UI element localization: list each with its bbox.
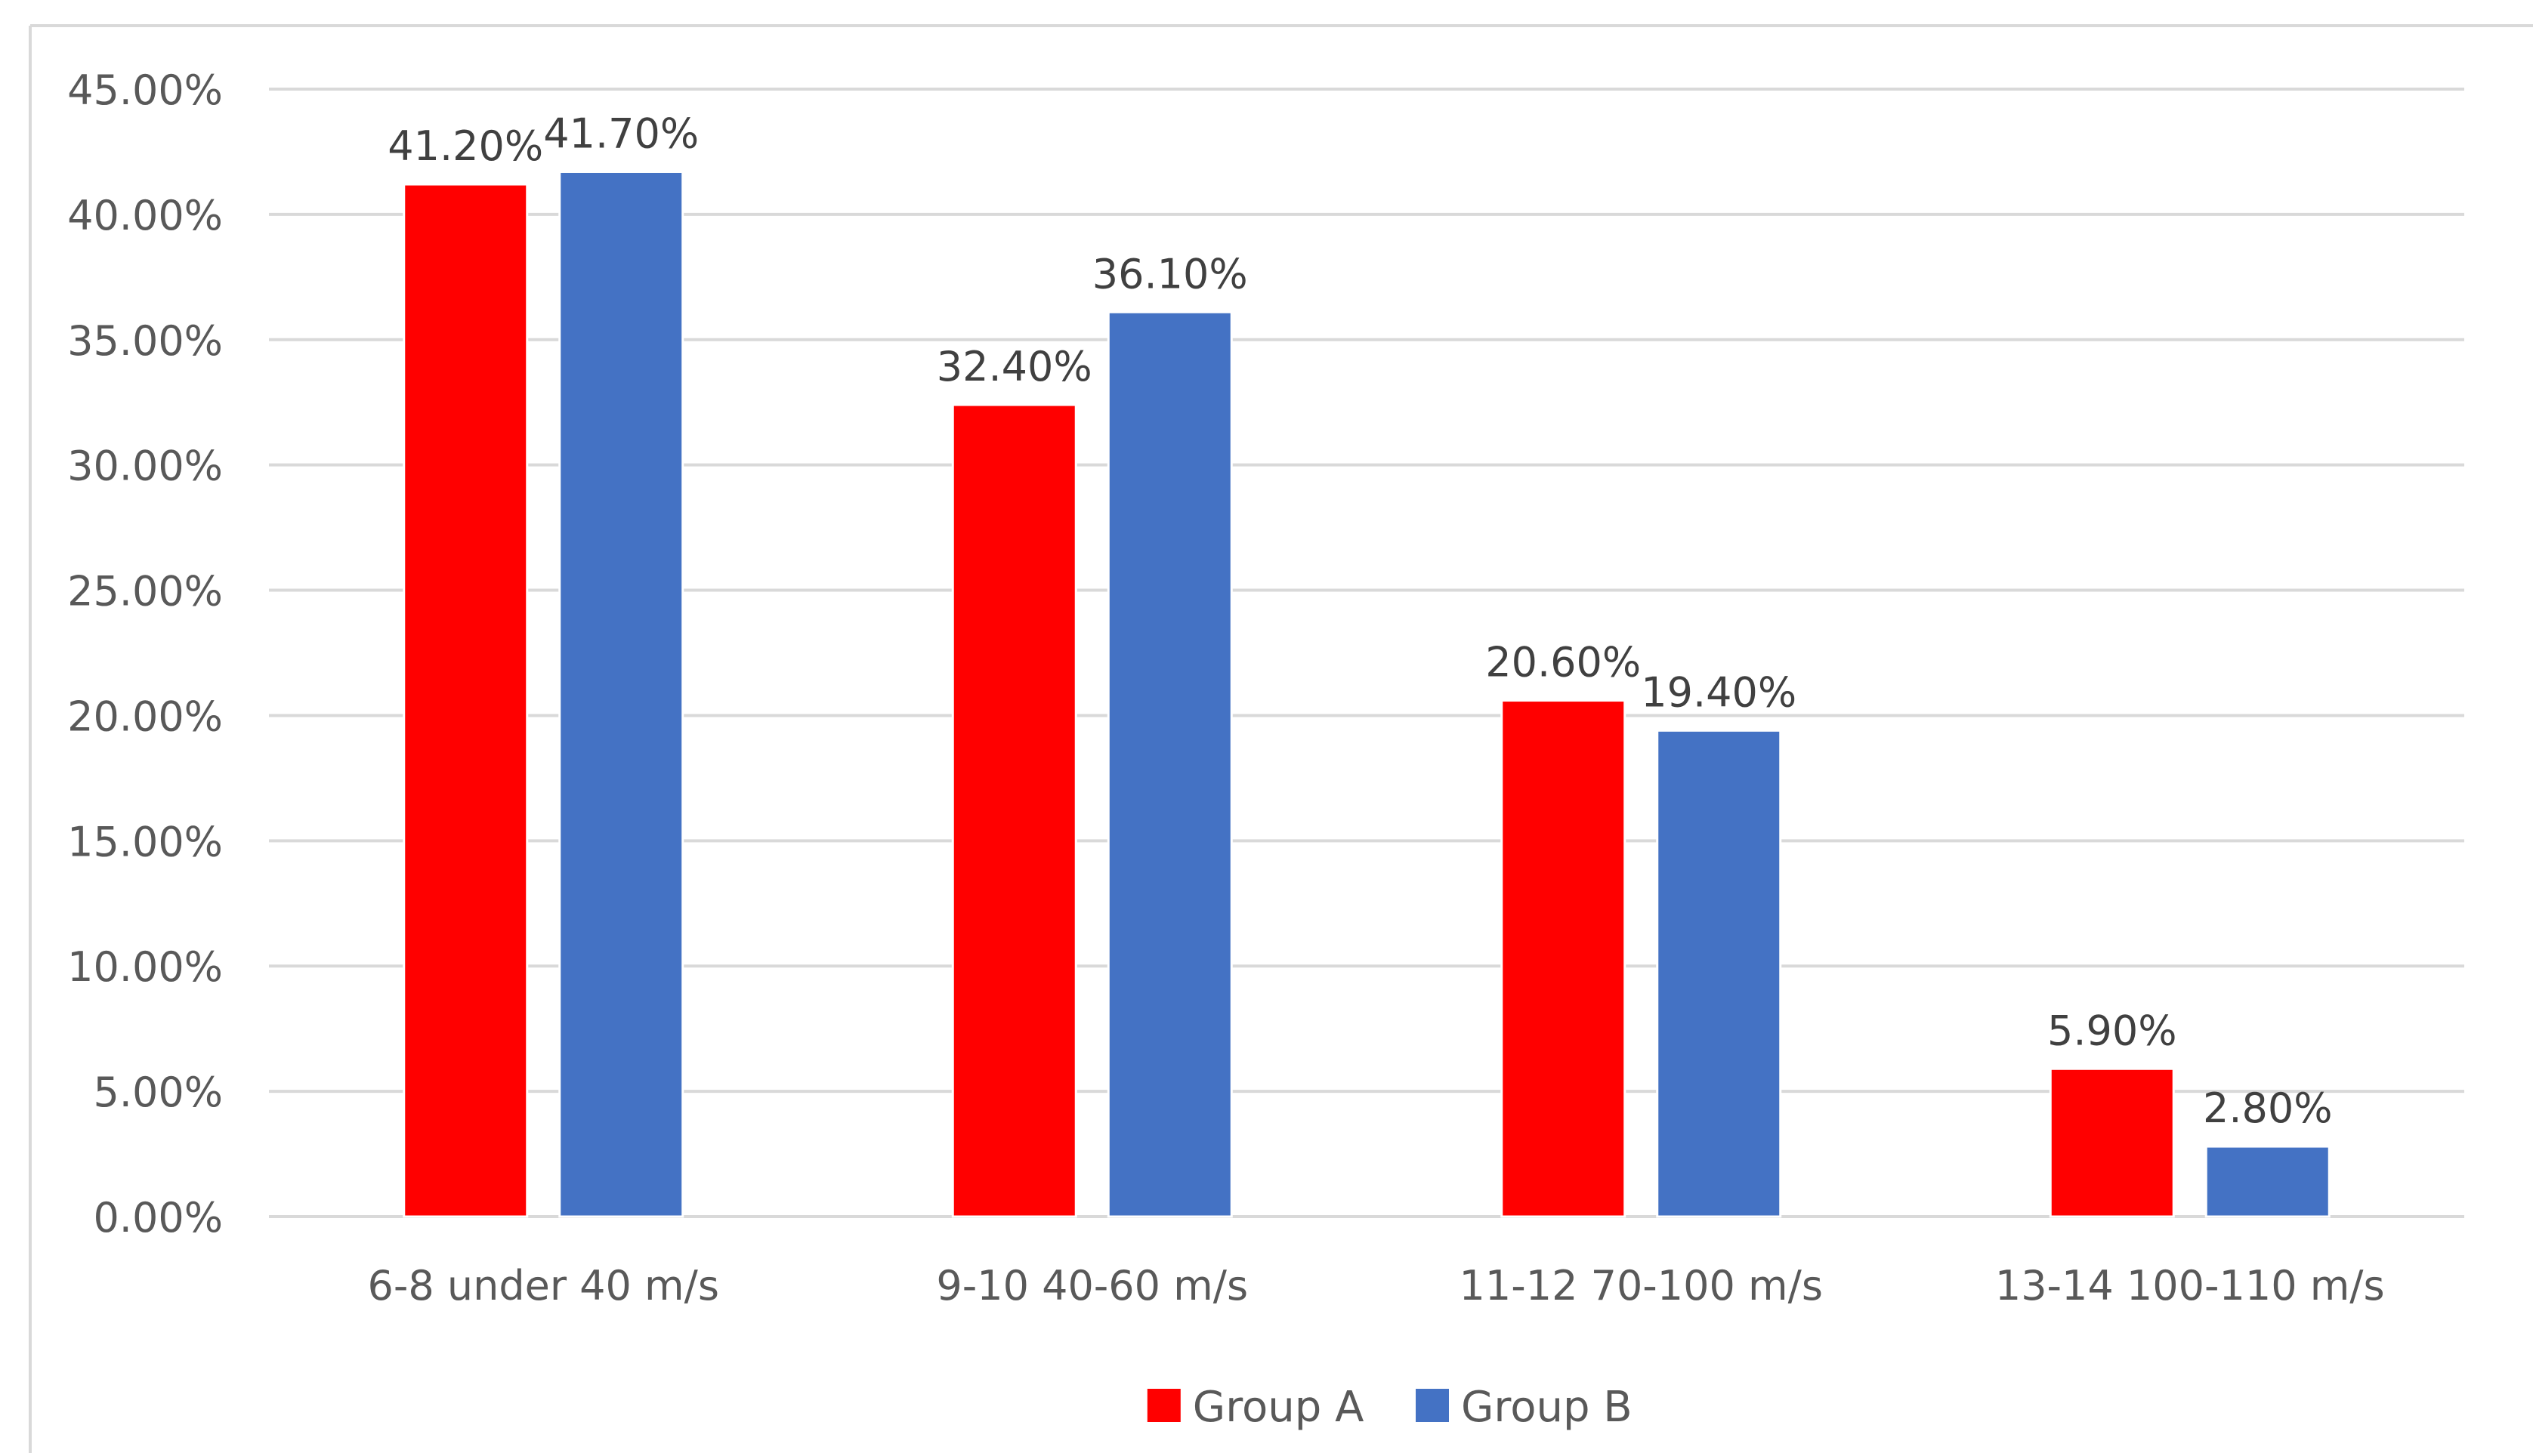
bar-group-a <box>1500 699 1626 1218</box>
y-tick-label: 40.00% <box>67 192 223 239</box>
y-tick-label: 35.00% <box>67 317 223 365</box>
data-label: 5.90% <box>2047 1007 2177 1054</box>
y-tick-label: 0.00% <box>93 1194 223 1242</box>
bars <box>403 170 2331 1218</box>
bar-group-b <box>1107 310 1233 1218</box>
data-label: 20.60% <box>1485 639 1641 686</box>
data-label: 36.10% <box>1092 250 1248 298</box>
legend-label: Group A <box>1193 1383 1364 1432</box>
y-tick-label: 10.00% <box>67 943 223 991</box>
x-tick-label: 9-10 40-60 m/s <box>936 1262 1248 1309</box>
x-tick-label: 11-12 70-100 m/s <box>1460 1262 1823 1309</box>
bar-group-b <box>558 170 684 1218</box>
y-tick-label: 25.00% <box>67 568 223 615</box>
y-tick-label: 30.00% <box>67 443 223 490</box>
data-label: 32.40% <box>937 343 1092 390</box>
y-tick-label: 5.00% <box>93 1069 223 1116</box>
legend: Group A Group B <box>1147 1383 1633 1432</box>
bar-group-a <box>951 403 1077 1218</box>
legend-swatch-group-b <box>1416 1389 1449 1422</box>
x-tick-label: 13-14 100-110 m/s <box>1995 1262 2385 1309</box>
data-label: 2.80% <box>2203 1084 2333 1132</box>
data-label: 41.20% <box>388 122 543 170</box>
data-label: 19.40% <box>1641 668 1796 716</box>
y-axis-tick-labels: 0.00% 5.00% 10.00% 15.00% 20.00% 25.00% 30.00%… <box>67 66 223 1242</box>
y-tick-label: 20.00% <box>67 693 223 740</box>
legend-swatch-group-a <box>1147 1389 1181 1422</box>
bar-group-a <box>2049 1067 2175 1218</box>
x-tick-label: 6-8 under 40 m/s <box>368 1262 720 1309</box>
y-tick-label: 15.00% <box>67 818 223 865</box>
bar-group-b <box>1656 729 1782 1218</box>
legend-label: Group B <box>1461 1383 1633 1432</box>
data-label: 41.70% <box>543 110 699 157</box>
y-tick-label: 45.00% <box>67 66 223 114</box>
x-axis-tick-labels: 6-8 under 40 m/s 9-10 40-60 m/s 11-12 70-1… <box>368 1262 2385 1309</box>
bar-group-b <box>2204 1145 2331 1218</box>
bar-group-a <box>403 183 529 1218</box>
data-labels: 41.20% 41.70% 32.40%36.10% 20.60%19.40% 5.90… <box>388 110 2332 1132</box>
